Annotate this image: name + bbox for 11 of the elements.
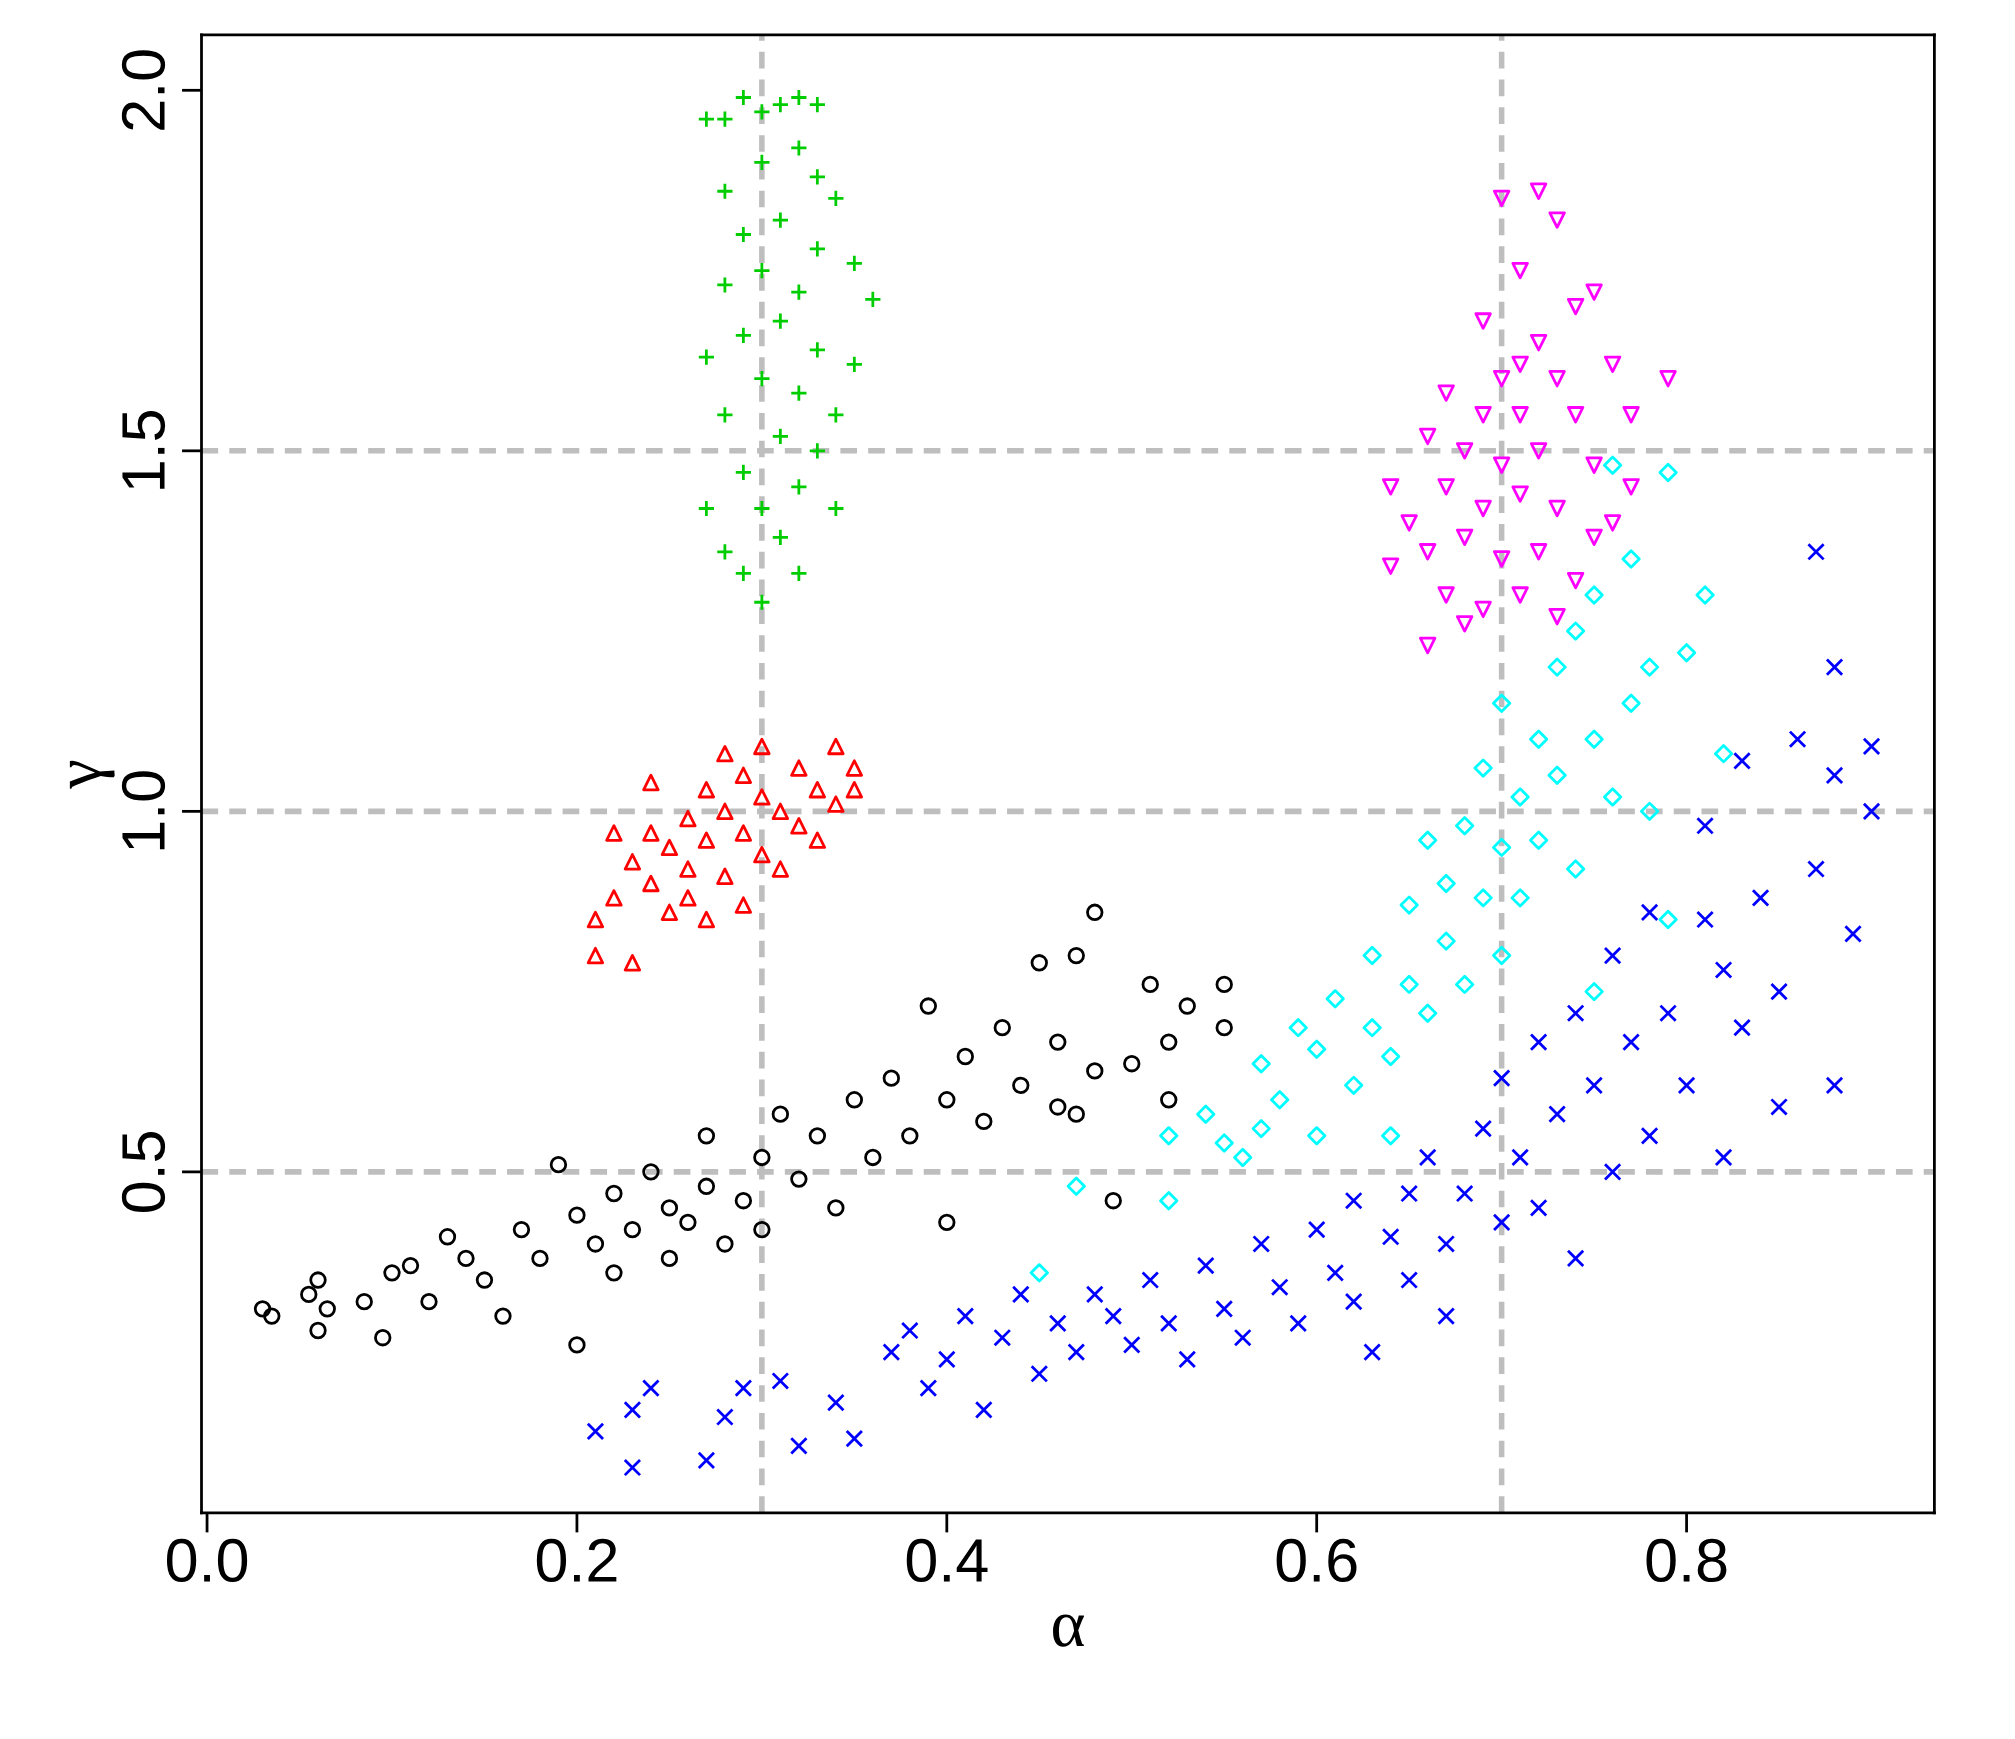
y-tick-label: 1.5 bbox=[122, 410, 166, 489]
y-tick-label: 0.5 bbox=[121, 1131, 166, 1212]
x-tick-label: 0.6 bbox=[1276, 1538, 1357, 1583]
y-tick-label: 2.0 bbox=[121, 50, 166, 130]
y-tick-label: 1.0 bbox=[121, 771, 166, 850]
x-tick-label: 0.8 bbox=[1646, 1538, 1727, 1583]
x-tick-label: 0.2 bbox=[536, 1538, 617, 1583]
x-tick-label: 0.4 bbox=[906, 1538, 988, 1583]
x-tick-label: 0.0 bbox=[166, 1538, 248, 1583]
x-axis-title: α bbox=[1053, 1614, 1084, 1647]
y-axis-title: γ bbox=[69, 760, 115, 789]
